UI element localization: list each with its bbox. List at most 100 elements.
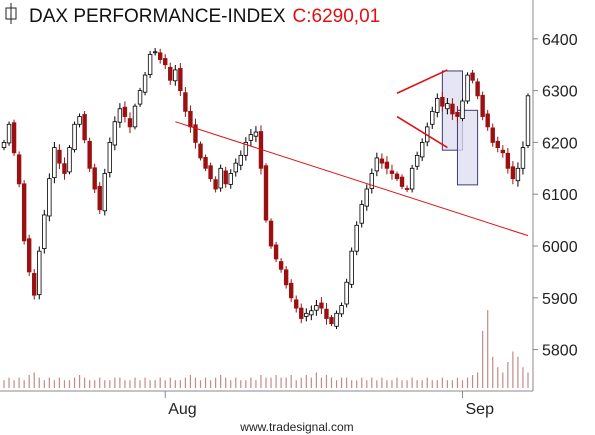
candle-body: [152, 51, 158, 54]
volume-bar: [184, 377, 186, 388]
volume-bar: [406, 380, 408, 388]
volume-bar: [68, 380, 71, 388]
volume-bar: [300, 377, 302, 388]
volume-bar: [13, 380, 15, 388]
candle-body: [37, 250, 42, 296]
volume-bar: [179, 380, 181, 388]
volume-bar: [260, 375, 262, 388]
candle-body: [228, 173, 233, 185]
volume-bar: [84, 377, 86, 388]
candle-body: [102, 173, 107, 212]
volume-bar: [144, 377, 146, 388]
volume-bar: [73, 377, 76, 388]
candle-body: [389, 170, 395, 174]
volume-bar: [275, 375, 277, 388]
candle-body: [278, 261, 284, 270]
candle-body: [520, 147, 526, 169]
volume-bar: [63, 380, 66, 388]
volume-bar: [154, 380, 156, 388]
candle-body: [67, 147, 72, 173]
volume-bar: [28, 375, 30, 388]
candle-body: [273, 244, 279, 260]
volume-bar: [194, 377, 197, 388]
volume-bar: [386, 380, 388, 388]
candle-body: [132, 105, 138, 128]
volume-bar: [48, 377, 50, 388]
candle-body: [409, 167, 415, 190]
volume-bar: [18, 377, 20, 388]
candle-body: [495, 140, 500, 148]
y-tick-label: 5900: [542, 291, 578, 308]
candle-body: [465, 74, 470, 102]
candle-body: [77, 116, 82, 125]
candle-body: [490, 127, 495, 143]
volume-bar: [114, 377, 116, 388]
volume-bar: [356, 380, 358, 388]
volume-bar: [139, 380, 141, 388]
volume-bar: [396, 377, 398, 388]
candle-body: [26, 238, 32, 273]
volume-bar: [129, 380, 131, 388]
volume-bar: [169, 377, 171, 388]
volume-bar: [53, 380, 55, 388]
volume-bar: [310, 377, 312, 388]
candle-body: [223, 170, 228, 185]
volume-bar: [335, 380, 338, 388]
volume-bar: [401, 380, 403, 388]
candle-body: [52, 147, 57, 179]
candle-body: [419, 142, 425, 158]
candle-body: [213, 179, 218, 190]
close-value-label: C:6290,01: [293, 6, 381, 27]
volume-bar: [391, 380, 393, 388]
candle-body: [349, 250, 354, 285]
volume-bar: [265, 377, 267, 388]
candle-body: [455, 111, 460, 117]
volume-bar: [446, 380, 448, 388]
volume-bar: [33, 372, 35, 388]
candle-body: [369, 173, 375, 189]
trendlines: [175, 69, 529, 237]
volume-bar: [174, 380, 176, 388]
candle-body: [147, 53, 153, 75]
trendline: [175, 121, 529, 237]
volume-bar: [235, 377, 237, 388]
candle-body: [364, 188, 369, 207]
volume-bar: [340, 377, 343, 388]
volume-bar: [3, 380, 5, 388]
candle-body: [1, 142, 7, 148]
candle-body: [97, 186, 102, 211]
candle-body: [183, 92, 188, 112]
trendline: [396, 69, 448, 94]
volume-bar: [361, 377, 363, 388]
candle-body: [354, 224, 359, 252]
candle-body: [384, 161, 390, 169]
volume-bar: [280, 377, 282, 388]
volume-bar: [43, 380, 45, 388]
volume-bar: [104, 380, 106, 388]
volume-bar: [461, 380, 464, 388]
volume-bar: [512, 351, 514, 388]
candle-body: [72, 123, 77, 151]
candle-body: [47, 178, 52, 217]
volume-bar: [346, 377, 348, 388]
candle-body: [399, 176, 405, 187]
volume-bar: [320, 377, 323, 388]
volume-bar: [411, 377, 413, 388]
candle-body: [11, 122, 17, 154]
volume-bar: [441, 377, 443, 388]
volume-bar: [471, 375, 474, 388]
volume-bar: [315, 372, 317, 388]
volume-bar: [492, 356, 494, 388]
candle-body: [248, 134, 254, 141]
candle-body: [510, 166, 516, 180]
volume-bar: [487, 310, 489, 388]
volume-bar: [527, 372, 529, 388]
y-tick-label: 6200: [542, 135, 578, 152]
candle-body: [445, 103, 450, 110]
volume-bar: [426, 377, 428, 388]
volume-bar: [38, 377, 40, 388]
volume-bar: [255, 380, 257, 388]
volume-bar: [78, 375, 81, 388]
volume-bar: [431, 380, 433, 388]
candle-body: [344, 281, 349, 305]
